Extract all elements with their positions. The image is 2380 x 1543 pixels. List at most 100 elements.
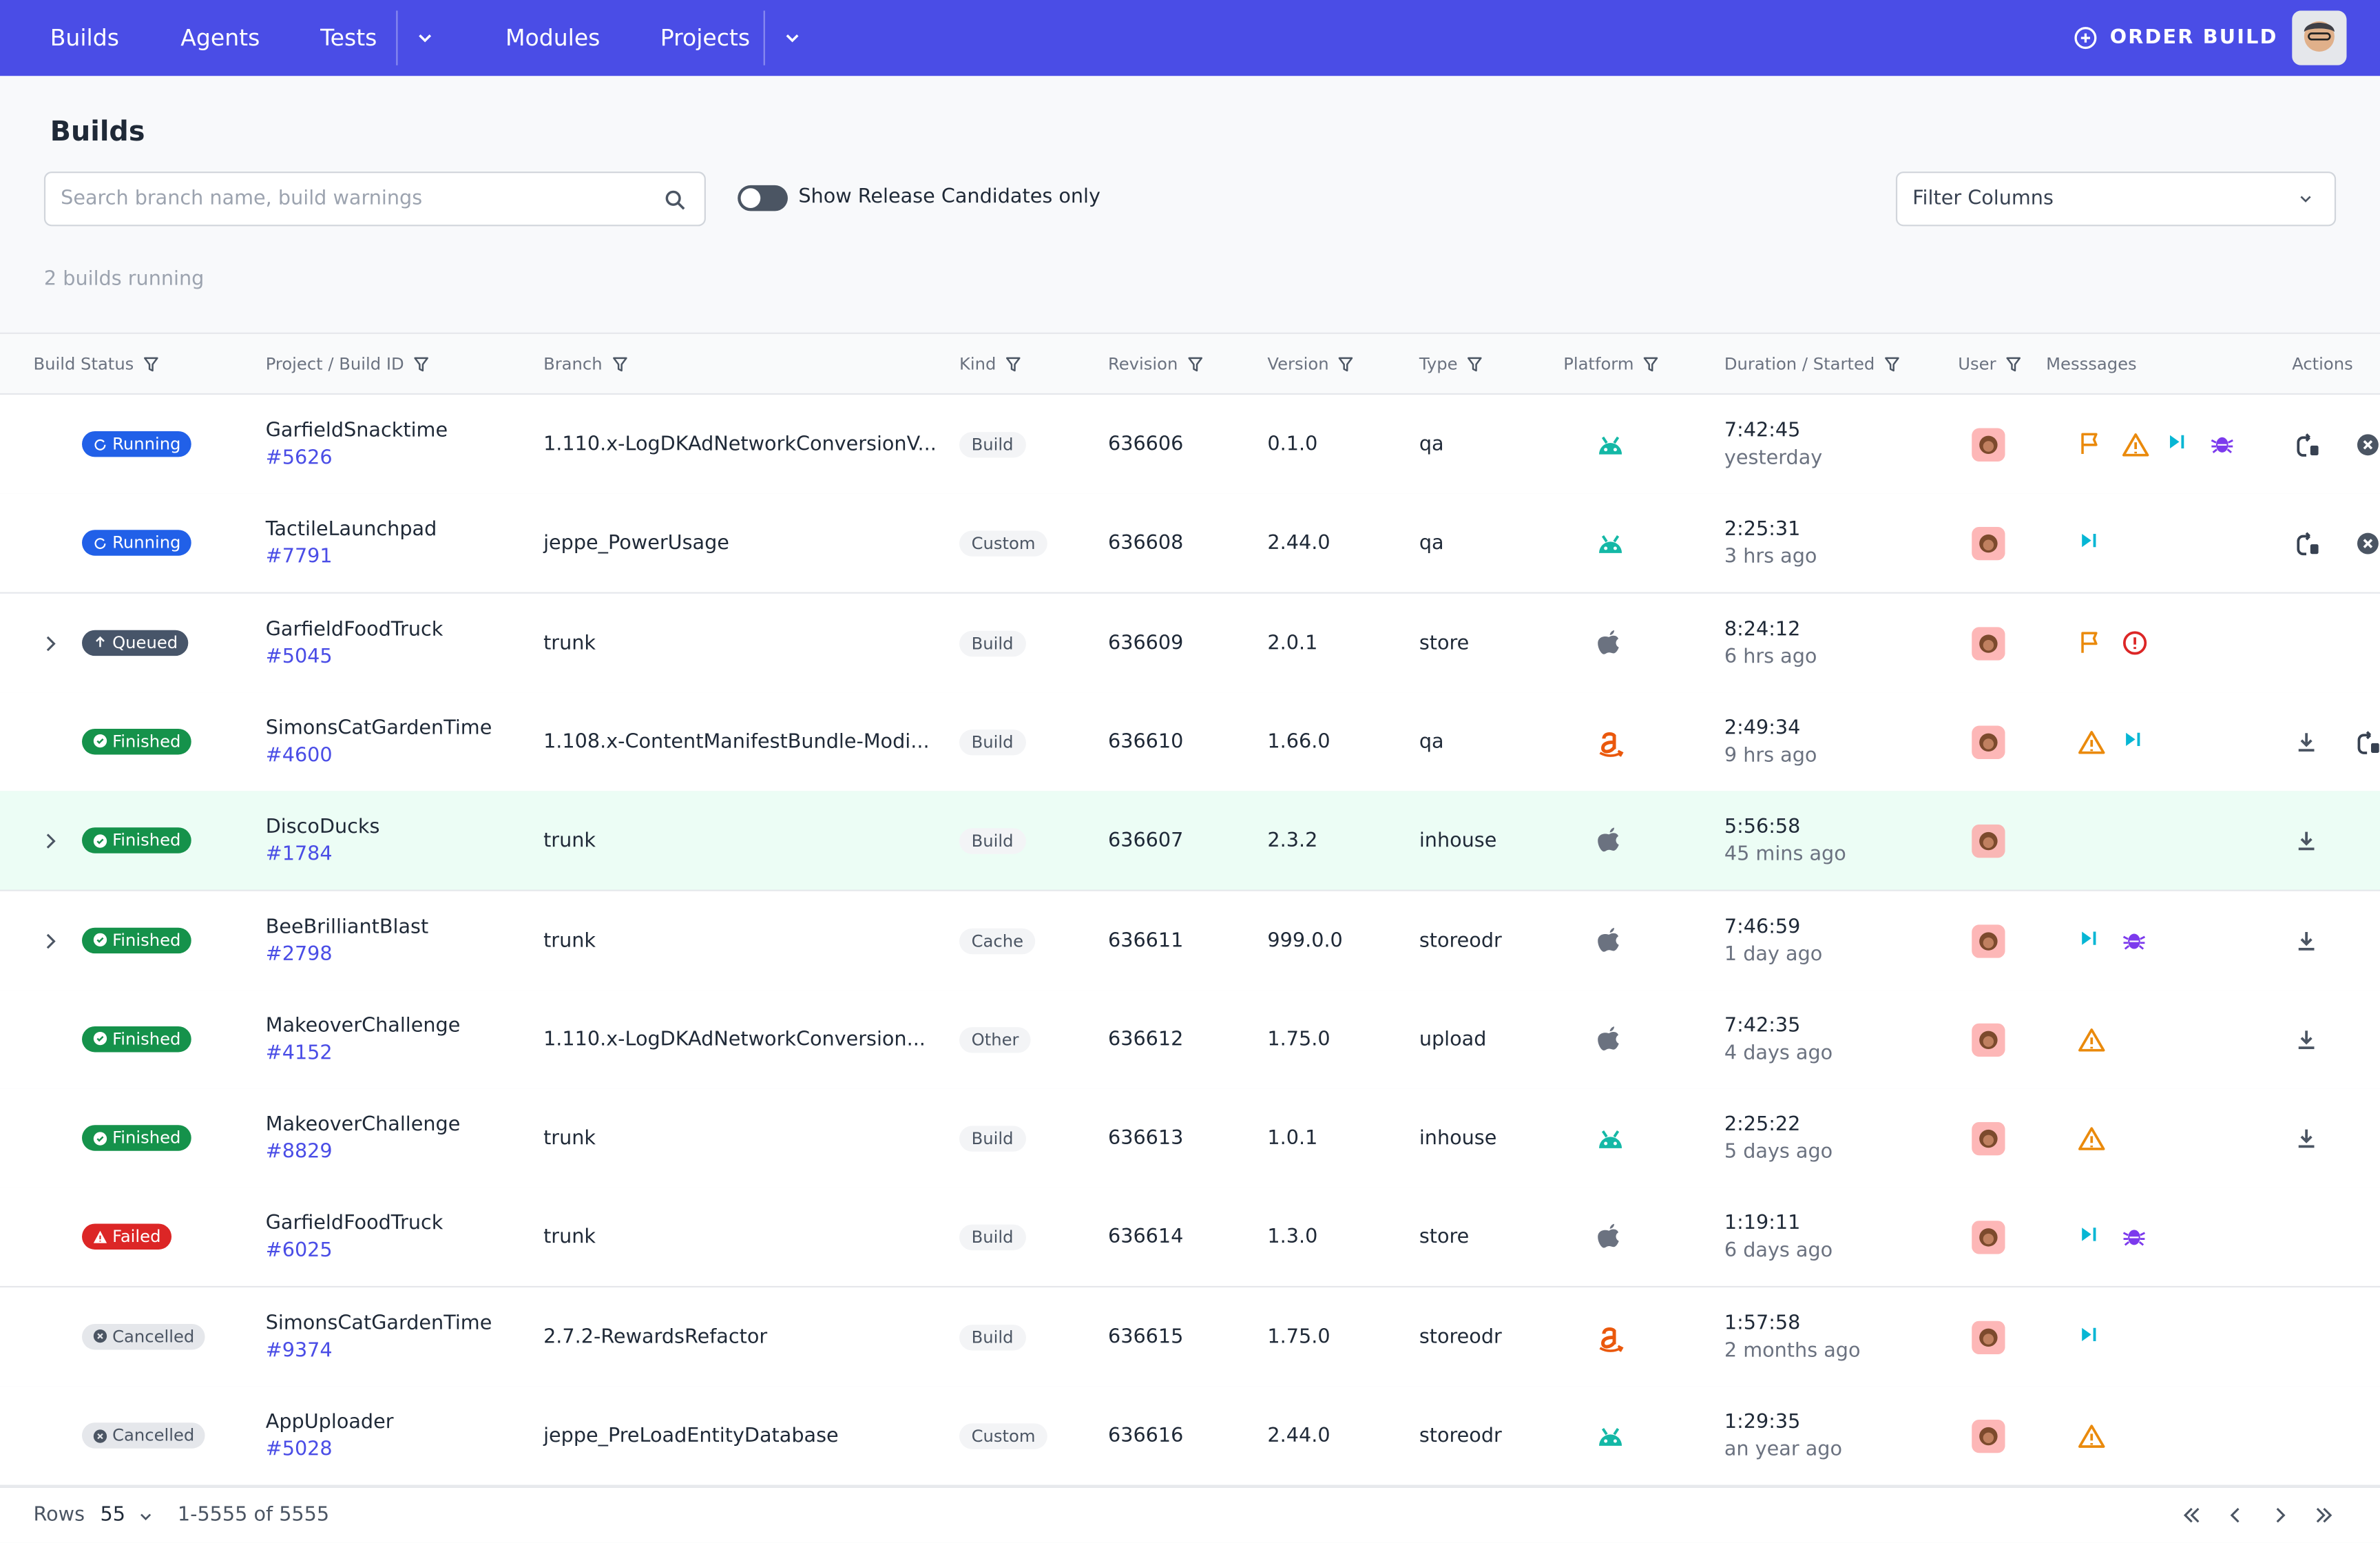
page-prev[interactable]	[2225, 1504, 2246, 1526]
nav-item[interactable]: Projects	[660, 24, 751, 52]
order-build[interactable]: ORDER BUILD	[2109, 26, 2278, 50]
build-id[interactable]: #5028	[265, 1438, 333, 1462]
expand-toggle[interactable]	[39, 632, 61, 654]
build-id[interactable]: #4600	[265, 744, 333, 767]
nav-item[interactable]: Modules	[505, 24, 601, 52]
build-id[interactable]: #5045	[265, 645, 333, 669]
build-id[interactable]: #1784	[265, 843, 333, 867]
message-icon[interactable]	[2078, 1026, 2105, 1054]
column-header[interactable]: Kind	[959, 355, 1022, 374]
message-icon[interactable]	[2078, 1224, 2099, 1245]
action-download[interactable]	[2295, 1127, 2318, 1150]
filter-icon[interactable]	[1005, 356, 1022, 373]
user-avatar[interactable]	[1972, 924, 2005, 957]
column-header[interactable]: Type	[1419, 355, 1483, 374]
nav-item[interactable]: Tests	[320, 24, 377, 52]
page-first[interactable]	[2181, 1504, 2202, 1526]
column-header[interactable]: User	[1958, 355, 2022, 374]
action-cancel[interactable]	[2356, 433, 2380, 457]
page-last[interactable]	[2313, 1504, 2335, 1526]
nav-dropdown[interactable]	[415, 28, 436, 49]
rows-dropdown[interactable]	[136, 1508, 154, 1526]
table-row[interactable]: Finished DiscoDucks #1784 trunk Build 636607 2…	[0, 791, 2380, 892]
message-icon[interactable]	[2078, 431, 2102, 455]
action-cancel[interactable]	[2356, 532, 2380, 556]
message-icon[interactable]	[2122, 1224, 2146, 1248]
message-icon[interactable]	[2122, 630, 2147, 655]
table-row[interactable]: Cancelled AppUploader #5028 jeppe_PreLoadEn…	[0, 1386, 2380, 1487]
message-icon[interactable]	[2078, 1125, 2105, 1152]
message-icon[interactable]	[2078, 1422, 2105, 1450]
build-id[interactable]: #2798	[265, 942, 333, 966]
message-icon[interactable]	[2122, 927, 2146, 951]
column-header[interactable]: Build Status	[33, 355, 160, 374]
filter-icon[interactable]	[612, 356, 628, 373]
build-id[interactable]: #8829	[265, 1141, 333, 1164]
column-header[interactable]: Branch	[543, 355, 628, 374]
build-id[interactable]: #5626	[265, 447, 333, 470]
action-download[interactable]	[2295, 1028, 2318, 1050]
filter-icon[interactable]	[1338, 356, 1355, 373]
action-retry[interactable]	[2295, 532, 2321, 557]
message-icon[interactable]	[2078, 630, 2102, 654]
table-row[interactable]: Finished MakeoverChallenge #4152 1.110.x-Lo…	[0, 989, 2380, 1090]
build-id[interactable]: #6025	[265, 1240, 333, 1263]
filter-icon[interactable]	[1187, 356, 1204, 373]
user-avatar[interactable]	[1972, 725, 2005, 759]
build-id[interactable]: #4152	[265, 1042, 333, 1065]
rows-per-page[interactable]: 55	[100, 1504, 125, 1527]
action-retry[interactable]	[2356, 730, 2380, 756]
filter-icon[interactable]	[1884, 356, 1901, 373]
filter-icon[interactable]	[1467, 356, 1483, 373]
filter-icon[interactable]	[2005, 356, 2022, 373]
action-download[interactable]	[2295, 730, 2318, 753]
build-id[interactable]: #7791	[265, 546, 333, 570]
column-header[interactable]: Version	[1267, 355, 1355, 374]
expand-toggle[interactable]	[39, 930, 61, 951]
column-header[interactable]: Revision	[1108, 355, 1204, 374]
user-avatar[interactable]	[1972, 1122, 2005, 1156]
table-row[interactable]: Finished BeeBrilliantBlast #2798 trunk Cache…	[0, 890, 2380, 991]
table-row[interactable]: Running TactileLaunchpad #7791 jeppe_PowerU…	[0, 493, 2380, 594]
expand-toggle[interactable]	[39, 831, 61, 852]
user-avatar[interactable]	[1972, 527, 2005, 561]
column-header[interactable]: Project / Build ID	[266, 355, 430, 374]
nav-dropdown[interactable]	[782, 28, 803, 49]
user-avatar[interactable]	[1972, 1221, 2005, 1255]
user-avatar[interactable]	[1972, 428, 2005, 462]
user-avatar[interactable]	[1972, 1023, 2005, 1057]
message-icon[interactable]	[2078, 530, 2099, 552]
build-id[interactable]: #9374	[265, 1339, 333, 1363]
message-icon[interactable]	[2078, 927, 2099, 949]
order-icon[interactable]	[2074, 25, 2098, 50]
user-avatar[interactable]	[1972, 825, 2005, 858]
message-icon[interactable]	[2166, 431, 2187, 453]
filter-icon[interactable]	[1643, 356, 1660, 373]
table-row[interactable]: Finished MakeoverChallenge #8829 trunk Build…	[0, 1088, 2380, 1190]
message-icon[interactable]	[2210, 431, 2234, 455]
table-row[interactable]: Cancelled SimonsCatGardenTime #9374 2.7.2-R…	[0, 1287, 2380, 1387]
user-avatar[interactable]	[1972, 626, 2005, 660]
table-row[interactable]: Finished SimonsCatGardenTime #4600 1.108.x-…	[0, 692, 2380, 793]
filter-columns[interactable]: Filter Columns	[1895, 172, 2337, 227]
table-row[interactable]: Running GarfieldSnacktime #5626 1.110.x-Log…	[0, 395, 2380, 495]
user-avatar[interactable]	[1972, 1320, 2005, 1354]
nav-item[interactable]: Builds	[50, 24, 119, 52]
search-box[interactable]: Search branch name, build warnings	[43, 172, 706, 227]
column-header[interactable]: Platform	[1563, 355, 1660, 374]
action-download[interactable]	[2295, 929, 2318, 951]
avatar[interactable]	[2292, 10, 2347, 65]
nav-item[interactable]: Agents	[180, 24, 260, 52]
user-avatar[interactable]	[1972, 1419, 2005, 1453]
message-icon[interactable]	[2078, 1323, 2099, 1345]
message-icon[interactable]	[2122, 431, 2149, 459]
message-icon[interactable]	[2122, 729, 2143, 750]
action-download[interactable]	[2295, 829, 2318, 852]
table-row[interactable]: Failed GarfieldFoodTruck #6025 trunk Build 63…	[0, 1188, 2380, 1288]
table-row[interactable]: Queued GarfieldFoodTruck #5045 trunk Build 63…	[0, 592, 2380, 694]
page-next[interactable]	[2269, 1504, 2290, 1526]
filter-icon[interactable]	[413, 356, 430, 373]
toggle[interactable]	[738, 185, 788, 211]
action-retry[interactable]	[2295, 433, 2321, 458]
filter-icon[interactable]	[143, 356, 160, 373]
